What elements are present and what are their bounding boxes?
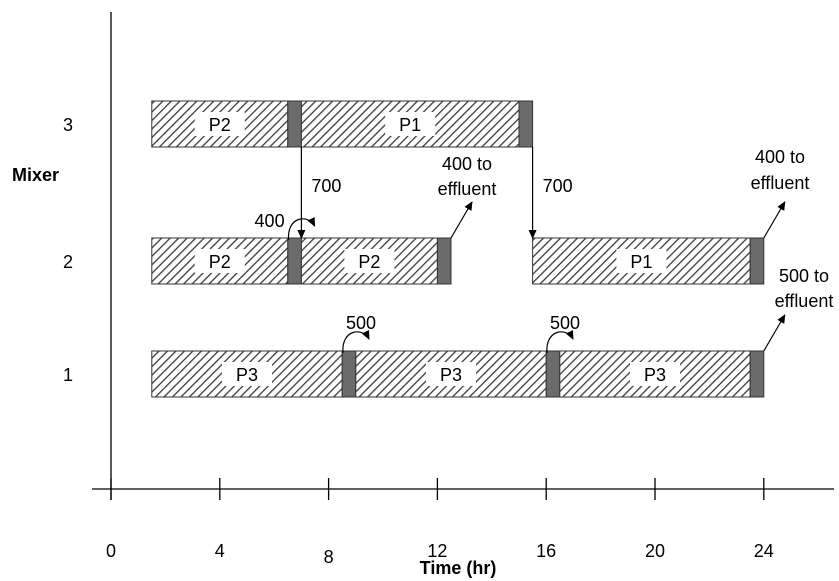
- y-tick-label: 1: [63, 365, 73, 385]
- batch-bar-p3: P3: [559, 350, 765, 398]
- x-tick-label: 4: [215, 541, 225, 561]
- cleanup-block: [518, 100, 534, 148]
- product-label-bg: [194, 249, 245, 273]
- x-tick-label: 20: [645, 541, 665, 561]
- cleanup-block: [341, 350, 357, 398]
- effluent-label: effluent: [438, 179, 497, 199]
- cleanup-block: [287, 100, 302, 148]
- x-tick-label: 24: [754, 541, 774, 561]
- x-tick-label: 8: [324, 547, 334, 567]
- product-label: P2: [209, 115, 231, 135]
- reuse-amount-label: 400: [255, 211, 285, 231]
- product-label: P2: [358, 252, 380, 272]
- batch-bar-p2: P2: [300, 237, 452, 285]
- product-label-bg: [426, 362, 476, 386]
- x-tick-label: 16: [536, 541, 556, 561]
- y-tick-label: 3: [63, 115, 73, 135]
- batch-bar-p2: P2: [151, 237, 302, 285]
- product-label-bg: [616, 249, 667, 273]
- effluent-label: 500 to: [779, 266, 829, 286]
- y-tick-label: 2: [63, 252, 73, 272]
- effluent-label: 400 to: [442, 154, 492, 174]
- effluent-label: 400 to: [755, 147, 805, 167]
- cleanup-block: [287, 237, 302, 285]
- transfer-amount-label: 700: [311, 176, 341, 196]
- product-label: P3: [440, 365, 462, 385]
- x-axis-title: Time (hr): [420, 558, 497, 578]
- product-label: P2: [209, 252, 231, 272]
- reuse-arrow: [342, 330, 370, 354]
- effluent-label: effluent: [751, 173, 810, 193]
- product-label: P1: [399, 115, 421, 135]
- batch-bar-p2: P2: [151, 100, 302, 148]
- y-axis-title: Mixer: [12, 165, 59, 185]
- product-label: P1: [630, 252, 652, 272]
- batch-bar-p1: P1: [532, 237, 765, 285]
- reuse-arrow: [287, 217, 316, 241]
- reuse-amount-label: 500: [346, 313, 376, 333]
- process-bar: [151, 350, 343, 398]
- product-label-bg: [222, 362, 272, 386]
- effluent-arrow: [763, 314, 786, 352]
- batch-bar-p3: P3: [151, 350, 357, 398]
- batch-bar-p3: P3: [355, 350, 561, 398]
- effluent-label: effluent: [775, 291, 834, 311]
- cleanup-block: [749, 237, 765, 285]
- cleanup-block: [436, 237, 452, 285]
- product-label-bg: [630, 362, 680, 386]
- effluent-arrow: [450, 201, 473, 239]
- cleanup-block: [545, 350, 561, 398]
- effluent-arrow: [763, 201, 786, 239]
- batch-bar-p1: P1: [300, 100, 534, 148]
- x-tick-label: 12: [427, 541, 447, 561]
- x-tick-label: 0: [106, 541, 116, 561]
- product-label-bg: [344, 249, 395, 273]
- reuse-arrow: [546, 330, 574, 354]
- product-label: P3: [236, 365, 258, 385]
- process-bar: [300, 237, 438, 285]
- product-label: P3: [644, 365, 666, 385]
- transfer-amount-label: 700: [543, 176, 573, 196]
- product-label-bg: [194, 112, 245, 136]
- product-label-bg: [385, 112, 436, 136]
- cleanup-block: [749, 350, 765, 398]
- reuse-amount-label: 500: [550, 313, 580, 333]
